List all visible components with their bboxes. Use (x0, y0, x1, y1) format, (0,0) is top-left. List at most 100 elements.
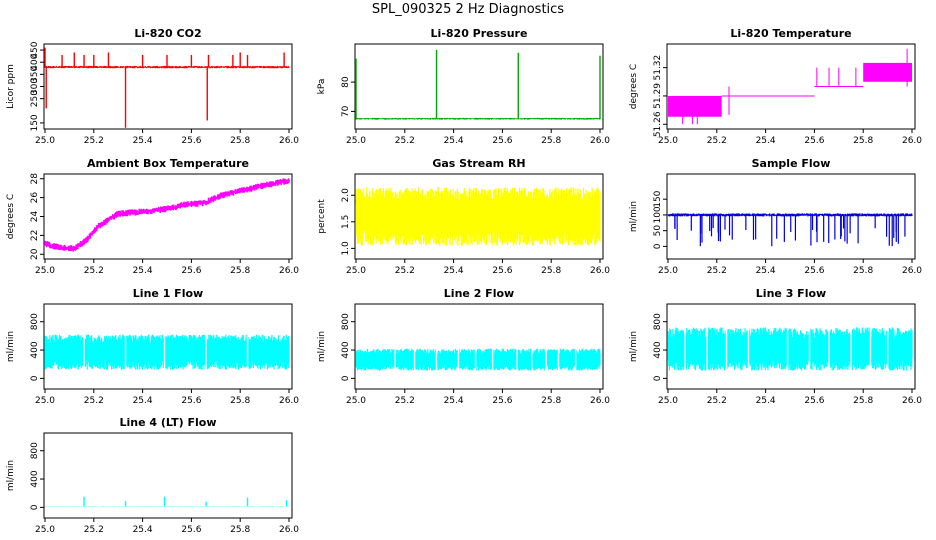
plot-frame (666, 43, 916, 130)
x-tick-label: 25.8 (541, 136, 561, 146)
x-tick-label: 25.0 (35, 525, 55, 535)
x-tick-label: 25.0 (658, 136, 678, 146)
x-tick-label: 25.2 (707, 266, 727, 276)
x-tick-label: 25.0 (346, 266, 366, 276)
y-axis-label: percent (317, 199, 327, 234)
x-tick-label: 25.2 (84, 266, 104, 276)
x-tick-label: 25.8 (853, 396, 873, 406)
y-tick-label: 300 (30, 78, 40, 95)
x-tick-label: 25.8 (541, 396, 561, 406)
x-tick-label: 25.6 (492, 396, 512, 406)
y-axis-label: ml/min (629, 331, 639, 362)
y-tick-label: 51.29 (653, 83, 663, 109)
x-tick-label: 26.0 (590, 136, 610, 146)
y-tick-label: 800 (653, 313, 663, 330)
y-tick-label: 20 (30, 248, 40, 260)
x-tick-label: 25.4 (133, 136, 153, 146)
x-tick-label: 25.4 (756, 266, 776, 276)
chart-panel-2: Li-820 Temperature 25.0 25.2 25.4 25.6 25.8 26… (629, 27, 922, 146)
plot-frame (354, 43, 604, 130)
chart-panel-8: Line 3 Flow 25.0 25.2 25.4 25.6 25.8 26.0 0 400 8… (629, 287, 922, 406)
x-tick-label: 25.4 (444, 136, 464, 146)
y-tick-label: 450 (30, 41, 40, 58)
x-tick-label: 25.4 (756, 396, 776, 406)
x-tick-label: 25.8 (853, 136, 873, 146)
series (44, 496, 290, 507)
x-tick-label: 25.6 (181, 396, 201, 406)
y-tick-label: 50 (653, 225, 663, 237)
chart-panel-3: Ambient Box Temperature 25.0 25.2 25.4 25.6 2… (6, 157, 299, 276)
chart-title: Line 4 (LT) Flow (120, 416, 217, 429)
x-tick-label: 25.2 (84, 136, 104, 146)
x-tick-label: 25.8 (853, 266, 873, 276)
series-band (355, 187, 601, 246)
series (668, 48, 912, 125)
x-tick-label: 25.8 (230, 136, 250, 146)
x-tick-label: 25.2 (84, 396, 104, 406)
x-tick-label: 25.0 (658, 396, 678, 406)
series (44, 334, 290, 370)
y-tick-label: 800 (30, 442, 40, 459)
y-axis-label: degrees C (6, 194, 16, 239)
series (667, 213, 913, 247)
x-tick-label: 26.0 (590, 266, 610, 276)
chart-panel-0: Li-820 CO2 25.0 25.2 25.4 25.6 25.8 26.0 150 250… (6, 27, 299, 146)
y-axis-label: kPa (317, 79, 327, 95)
chart-title: Li-820 Pressure (431, 27, 528, 40)
x-tick-label: 26.0 (902, 396, 922, 406)
y-tick-label: 350 (30, 65, 40, 82)
y-tick-label: 250 (30, 90, 40, 107)
y-tick-label: 150 (30, 114, 40, 131)
x-tick-label: 25.2 (395, 266, 415, 276)
x-tick-label: 25.0 (35, 396, 55, 406)
x-tick-label: 25.4 (133, 266, 153, 276)
x-tick-label: 25.6 (804, 396, 824, 406)
plot-frame (43, 43, 293, 130)
series-segment (668, 95, 722, 117)
y-axis-label: ml/min (6, 460, 16, 491)
x-tick-label: 25.6 (181, 136, 201, 146)
x-tick-label: 25.0 (35, 266, 55, 276)
y-tick-label: 400 (30, 53, 40, 70)
x-tick-label: 26.0 (590, 396, 610, 406)
y-axis-label: ml/min (6, 331, 16, 362)
y-tick-label: 400 (653, 341, 663, 358)
series-band (44, 334, 290, 370)
y-tick-label: 400 (341, 341, 351, 358)
x-tick-label: 25.6 (492, 266, 512, 276)
y-tick-label: 22 (30, 230, 40, 241)
y-tick-label: 0 (653, 243, 663, 249)
x-tick-label: 25.2 (395, 136, 415, 146)
series (355, 49, 601, 120)
chart-title: Line 2 Flow (444, 287, 514, 300)
y-tick-label: 80 (341, 76, 351, 88)
y-tick-label: 24 (30, 211, 40, 223)
x-tick-label: 25.6 (181, 525, 201, 535)
plot-frame (43, 432, 293, 519)
chart-title: Li-820 Temperature (730, 27, 851, 40)
x-tick-label: 26.0 (902, 266, 922, 276)
series-segment (863, 62, 912, 82)
x-tick-label: 25.0 (346, 136, 366, 146)
x-tick-label: 25.6 (804, 266, 824, 276)
series-band (355, 348, 601, 371)
plot-frame (666, 303, 916, 390)
chart-title: Line 1 Flow (133, 287, 203, 300)
chart-title: Line 3 Flow (756, 287, 826, 300)
x-tick-label: 26.0 (902, 136, 922, 146)
x-tick-label: 25.4 (756, 136, 776, 146)
y-tick-label: 1.0 (341, 241, 351, 256)
y-tick-label: 400 (30, 341, 40, 358)
plot-frame (43, 303, 293, 390)
x-tick-label: 25.2 (84, 525, 104, 535)
series (44, 178, 290, 252)
y-axis-label: Licor ppm (6, 64, 16, 109)
y-tick-label: 0 (30, 375, 40, 381)
y-tick-label: 400 (30, 470, 40, 487)
x-tick-label: 25.4 (133, 525, 153, 535)
x-tick-label: 25.4 (444, 396, 464, 406)
y-tick-label: 0 (30, 504, 40, 510)
y-tick-label: 26 (30, 192, 40, 204)
y-tick-label: 0 (653, 375, 663, 381)
